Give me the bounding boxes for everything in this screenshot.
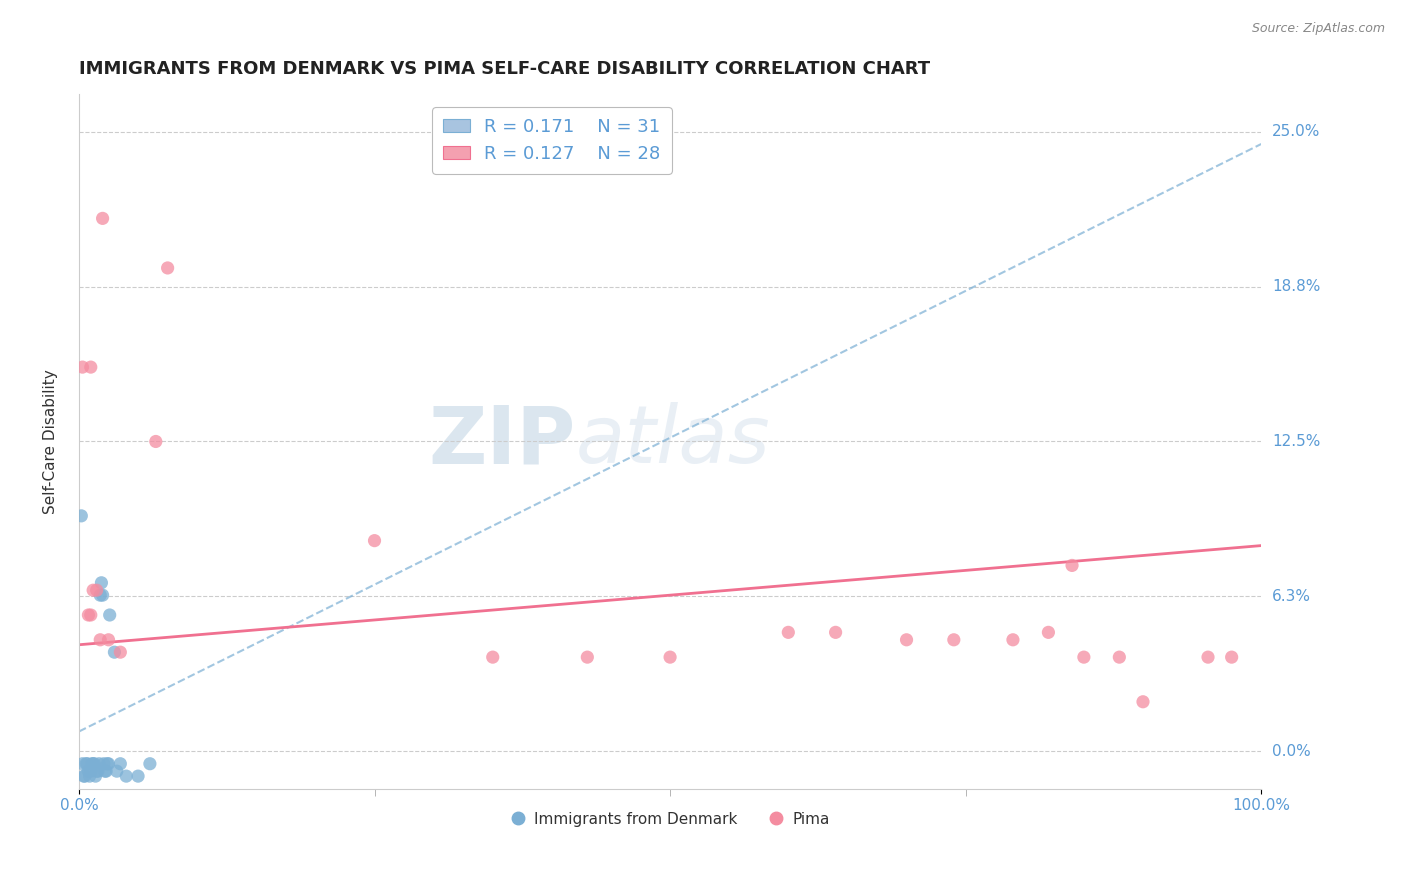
Point xyxy=(84,769,107,783)
Point xyxy=(83,756,105,771)
Point xyxy=(1108,650,1130,665)
Point xyxy=(87,764,110,779)
Point xyxy=(1060,558,1083,573)
Point xyxy=(105,764,128,779)
Point xyxy=(73,769,96,783)
Point xyxy=(72,360,94,375)
Point xyxy=(778,625,800,640)
Point xyxy=(896,632,918,647)
Text: 25.0%: 25.0% xyxy=(1272,124,1320,139)
Point xyxy=(1001,632,1024,647)
Text: Source: ZipAtlas.com: Source: ZipAtlas.com xyxy=(1251,22,1385,36)
Point xyxy=(1220,650,1243,665)
Point xyxy=(89,588,111,602)
Text: 0.0%: 0.0% xyxy=(1272,744,1310,759)
Point xyxy=(80,360,103,375)
Point xyxy=(139,756,162,771)
Point xyxy=(86,583,108,598)
Point xyxy=(110,645,132,659)
Point xyxy=(824,625,846,640)
Point xyxy=(96,756,118,771)
Text: 6.3%: 6.3% xyxy=(1272,589,1312,604)
Legend: Immigrants from Denmark, Pima: Immigrants from Denmark, Pima xyxy=(503,805,837,833)
Point xyxy=(156,260,179,275)
Text: atlas: atlas xyxy=(575,402,770,481)
Point xyxy=(93,756,115,771)
Point xyxy=(363,533,385,548)
Point xyxy=(79,769,101,783)
Point xyxy=(77,607,100,622)
Point xyxy=(97,756,120,771)
Point xyxy=(1132,695,1154,709)
Point xyxy=(94,764,117,779)
Point xyxy=(97,632,120,647)
Point xyxy=(1197,650,1219,665)
Point xyxy=(127,769,149,783)
Point xyxy=(91,588,114,602)
Point xyxy=(87,756,110,771)
Point xyxy=(72,756,94,771)
Point xyxy=(103,645,125,659)
Point xyxy=(90,575,112,590)
Point xyxy=(1073,650,1095,665)
Point xyxy=(145,434,167,449)
Point xyxy=(82,756,104,771)
Text: ZIP: ZIP xyxy=(429,402,575,481)
Point xyxy=(659,650,682,665)
Point xyxy=(86,764,108,779)
Point xyxy=(80,607,103,622)
Point xyxy=(98,607,121,622)
Point xyxy=(576,650,599,665)
Point xyxy=(89,632,111,647)
Point xyxy=(91,211,114,226)
Point xyxy=(73,769,96,783)
Point xyxy=(942,632,965,647)
Point xyxy=(75,756,97,771)
Point xyxy=(1038,625,1060,640)
Text: 12.5%: 12.5% xyxy=(1272,434,1320,449)
Point xyxy=(481,650,503,665)
Point xyxy=(82,583,104,598)
Point xyxy=(110,756,132,771)
Point xyxy=(77,764,100,779)
Point xyxy=(80,756,103,771)
Point xyxy=(80,764,103,779)
Text: IMMIGRANTS FROM DENMARK VS PIMA SELF-CARE DISABILITY CORRELATION CHART: IMMIGRANTS FROM DENMARK VS PIMA SELF-CAR… xyxy=(79,60,931,78)
Y-axis label: Self-Care Disability: Self-Care Disability xyxy=(44,369,58,514)
Text: 18.8%: 18.8% xyxy=(1272,279,1320,294)
Point xyxy=(115,769,138,783)
Point xyxy=(70,508,93,523)
Point xyxy=(94,764,117,779)
Point xyxy=(76,756,98,771)
